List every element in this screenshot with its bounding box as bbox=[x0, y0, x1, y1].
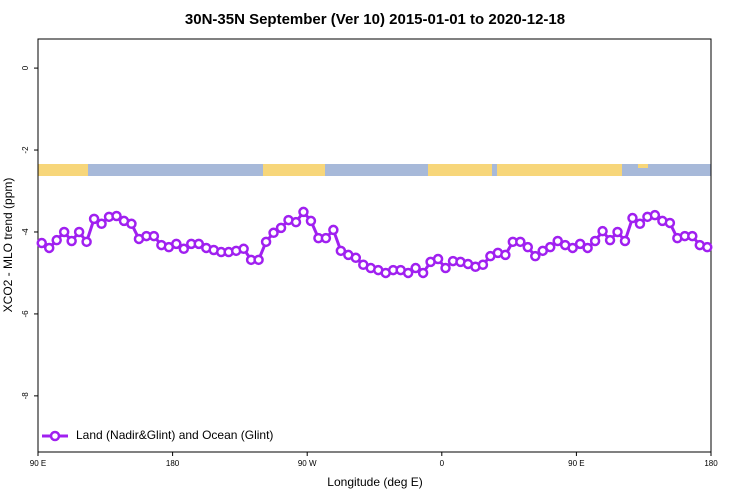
point bbox=[627, 212, 638, 224]
point bbox=[410, 262, 421, 274]
x-tick-label: 180 bbox=[704, 459, 718, 468]
point bbox=[111, 210, 122, 222]
point bbox=[440, 262, 451, 274]
point bbox=[96, 218, 107, 230]
point bbox=[335, 245, 347, 257]
legend-marker bbox=[49, 430, 61, 442]
y-tick-label: -6 bbox=[21, 310, 30, 318]
point bbox=[619, 235, 631, 247]
point bbox=[51, 234, 62, 246]
point bbox=[253, 254, 264, 266]
point bbox=[664, 217, 676, 229]
point bbox=[58, 226, 70, 238]
point bbox=[268, 227, 279, 239]
y-tick-label: -4 bbox=[21, 228, 30, 236]
y-tick-label: -8 bbox=[21, 392, 30, 400]
point bbox=[574, 238, 586, 250]
point bbox=[649, 209, 661, 221]
x-axis-label: Longitude (deg E) bbox=[327, 475, 422, 489]
point bbox=[530, 250, 541, 262]
point bbox=[178, 243, 190, 255]
point bbox=[634, 218, 646, 230]
point bbox=[298, 206, 309, 218]
point bbox=[432, 253, 444, 265]
x-tick-label: 180 bbox=[166, 459, 180, 468]
point bbox=[81, 236, 92, 248]
point bbox=[73, 226, 85, 238]
point bbox=[612, 226, 623, 238]
point bbox=[328, 224, 339, 236]
point bbox=[702, 241, 713, 253]
point bbox=[238, 243, 249, 255]
point bbox=[417, 267, 429, 279]
point bbox=[515, 236, 526, 248]
point bbox=[402, 267, 414, 279]
point bbox=[66, 235, 77, 247]
point bbox=[260, 236, 272, 248]
point bbox=[275, 222, 287, 234]
point bbox=[552, 235, 563, 247]
point bbox=[193, 238, 205, 250]
point bbox=[567, 242, 578, 254]
x-tick-label: 90 E bbox=[30, 459, 46, 468]
legend-label: Land (Nadir&Glint) and Ocean (Glint) bbox=[76, 428, 273, 442]
point bbox=[126, 218, 137, 230]
point bbox=[477, 259, 489, 271]
point bbox=[305, 215, 317, 227]
point bbox=[582, 242, 593, 254]
point bbox=[589, 235, 601, 247]
plot-frame bbox=[37, 38, 712, 453]
x-tick-label: 90 W bbox=[298, 459, 317, 468]
point bbox=[290, 216, 302, 228]
point bbox=[43, 242, 55, 254]
point bbox=[500, 249, 511, 261]
point bbox=[604, 234, 616, 246]
land-ocean-band bbox=[38, 164, 711, 176]
y-axis-label: XCO2 - MLO trend (ppm) bbox=[1, 178, 15, 313]
point bbox=[350, 252, 362, 264]
point bbox=[320, 232, 332, 244]
point bbox=[597, 225, 608, 237]
y-tick-label: -2 bbox=[21, 146, 30, 154]
x-tick-label: 90 E bbox=[568, 459, 584, 468]
y-tick-label: 0 bbox=[21, 65, 30, 70]
point bbox=[522, 241, 534, 253]
point bbox=[171, 238, 182, 250]
point bbox=[148, 230, 160, 242]
point bbox=[88, 213, 100, 225]
x-tick-label: 0 bbox=[440, 459, 445, 468]
point bbox=[36, 237, 47, 249]
point bbox=[687, 230, 698, 242]
chart-title: 30N-35N September (Ver 10) 2015-01-01 to… bbox=[185, 11, 565, 28]
point bbox=[544, 241, 556, 253]
